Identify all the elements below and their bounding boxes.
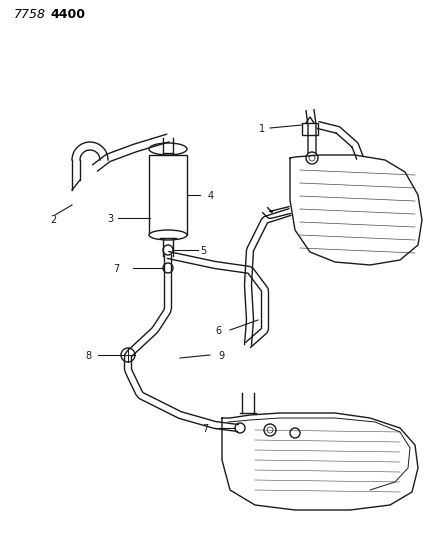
Text: 4: 4 [208,191,214,201]
Circle shape [163,245,173,255]
Circle shape [264,424,276,436]
Text: 7: 7 [202,424,208,434]
Text: 2: 2 [50,215,56,225]
FancyBboxPatch shape [302,123,318,135]
Ellipse shape [149,143,187,155]
Circle shape [121,348,135,362]
Text: 7: 7 [113,264,119,274]
Circle shape [290,428,300,438]
FancyBboxPatch shape [149,155,187,235]
Text: 4400: 4400 [50,8,85,21]
Ellipse shape [149,230,187,240]
Text: 8: 8 [85,351,91,361]
Text: 6: 6 [216,326,222,336]
Text: 5: 5 [200,246,206,256]
Circle shape [163,263,173,273]
Circle shape [235,423,245,433]
Text: 3: 3 [107,214,113,224]
Text: 9: 9 [218,351,224,361]
Text: 7758: 7758 [14,8,46,21]
Circle shape [267,427,273,433]
Text: 1: 1 [259,124,265,134]
Circle shape [306,152,318,164]
